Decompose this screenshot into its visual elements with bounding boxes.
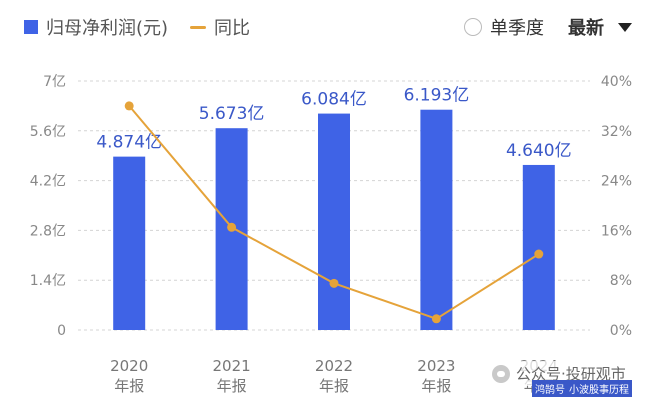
bar[interactable] bbox=[318, 113, 350, 330]
bar[interactable] bbox=[420, 109, 453, 330]
sort-latest-label[interactable]: 最新 bbox=[568, 18, 604, 39]
legend: 归母净利润(元) 同比 bbox=[12, 12, 250, 42]
left-axis-tick-label: 2.8亿 bbox=[30, 223, 66, 239]
left-axis-tick-label: 5.6亿 bbox=[30, 124, 66, 140]
right-axis-tick-label: 40% bbox=[601, 74, 632, 90]
line-series-swatch bbox=[190, 25, 207, 29]
chevron-down-icon[interactable] bbox=[618, 22, 632, 32]
yoy-point[interactable] bbox=[431, 314, 441, 324]
badge-left-text: 鸿鹄号 bbox=[535, 385, 565, 396]
right-axis-tick-label: 24% bbox=[601, 174, 632, 190]
right-axis: 0% 8% 16% 24% 32% 40% bbox=[601, 74, 632, 339]
left-axis-tick-label: 1.4亿 bbox=[30, 273, 66, 289]
right-axis-tick-label: 8% bbox=[610, 273, 632, 289]
single-quarter-radio[interactable] bbox=[464, 18, 482, 36]
yoy-point[interactable] bbox=[124, 101, 134, 111]
legend-bar-label[interactable]: 归母净利润(元) bbox=[46, 18, 169, 39]
legend-line-label[interactable]: 同比 bbox=[214, 18, 251, 39]
bar-data-label: 6.084亿 bbox=[301, 90, 367, 110]
bar-data-label: 5.673亿 bbox=[199, 104, 265, 124]
bar-data-labels: 4.874亿 5.673亿 6.084亿 6.193亿 4.640亿 bbox=[96, 86, 571, 161]
bar-data-label: 4.874亿 bbox=[96, 133, 162, 153]
bar-series-swatch bbox=[24, 20, 38, 34]
left-axis: 0 1.4亿 2.8亿 4.2亿 5.6亿 7亿 bbox=[30, 74, 66, 339]
bar[interactable] bbox=[522, 164, 555, 330]
yoy-point[interactable] bbox=[329, 278, 339, 288]
right-axis-tick-label: 16% bbox=[601, 223, 632, 239]
x-axis-category-label: 2020 年报 bbox=[110, 357, 148, 395]
bar[interactable] bbox=[113, 156, 146, 330]
yoy-point[interactable] bbox=[227, 222, 237, 232]
bar-data-label: 6.193亿 bbox=[404, 86, 470, 106]
x-axis-category-label: 2021 年报 bbox=[213, 357, 251, 395]
single-quarter-label[interactable]: 单季度 bbox=[490, 18, 544, 39]
watermark-text: 公众号·投研观市 bbox=[516, 365, 626, 383]
wechat-icon bbox=[492, 364, 510, 383]
left-axis-tick-label: 7亿 bbox=[43, 74, 66, 90]
left-axis-tick-label: 0 bbox=[57, 323, 66, 339]
bar-series bbox=[113, 109, 555, 330]
grid-lines bbox=[78, 80, 590, 331]
right-axis-tick-label: 32% bbox=[601, 124, 632, 140]
left-axis-tick-label: 4.2亿 bbox=[30, 174, 66, 190]
line-series bbox=[124, 101, 544, 324]
x-axis-category-label: 2023 年报 bbox=[417, 357, 455, 395]
watermark-badge: 鸿鹄号 小波股事历程 bbox=[532, 380, 632, 397]
yoy-point[interactable] bbox=[534, 249, 544, 259]
x-axis-category-label: 2022 年报 bbox=[315, 357, 353, 395]
badge-right-text: 小波股事历程 bbox=[569, 385, 629, 396]
chart-controls: 单季度 最新 bbox=[464, 12, 632, 42]
right-axis-tick-label: 0% bbox=[610, 323, 632, 339]
bar-data-label: 4.640亿 bbox=[506, 141, 572, 161]
